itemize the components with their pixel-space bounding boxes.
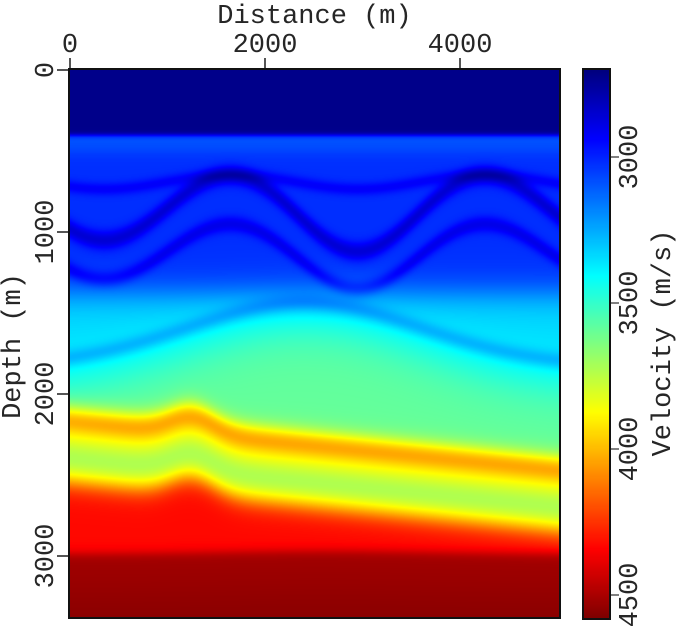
x-tick-mark <box>264 58 266 69</box>
x-tick-mark <box>69 58 71 69</box>
colorbar-tick-mark <box>611 302 619 305</box>
colorbar-tick-mark <box>611 156 619 159</box>
velocity-model-heatmap <box>70 70 559 617</box>
colorbar-tick-label: 4500 <box>616 562 646 628</box>
x-tick-label: 0 <box>61 31 79 61</box>
colorbar-tick-mark <box>611 593 619 596</box>
colorbar-tick-mark <box>611 447 619 450</box>
heatmap-frame <box>68 68 561 619</box>
y-tick-mark <box>57 393 69 396</box>
colorbar-tick-label: 3500 <box>616 270 646 336</box>
y-tick-mark <box>57 69 69 71</box>
colorbar-tick-label: 4000 <box>616 416 646 482</box>
colorbar-tick-label: 3000 <box>616 125 646 190</box>
y-axis-title: Depth (m) <box>0 273 29 419</box>
x-tick-mark <box>459 58 462 69</box>
x-axis-title: Distance (m) <box>217 2 412 32</box>
colorbar-gradient <box>584 70 609 618</box>
y-tick-mark <box>57 231 69 234</box>
x-tick-label: 2000 <box>232 31 298 61</box>
y-tick-mark <box>57 555 69 558</box>
colorbar-frame <box>582 68 611 620</box>
x-tick-label: 4000 <box>427 31 493 61</box>
colorbar-title: Velocity (m/s) <box>649 229 679 457</box>
